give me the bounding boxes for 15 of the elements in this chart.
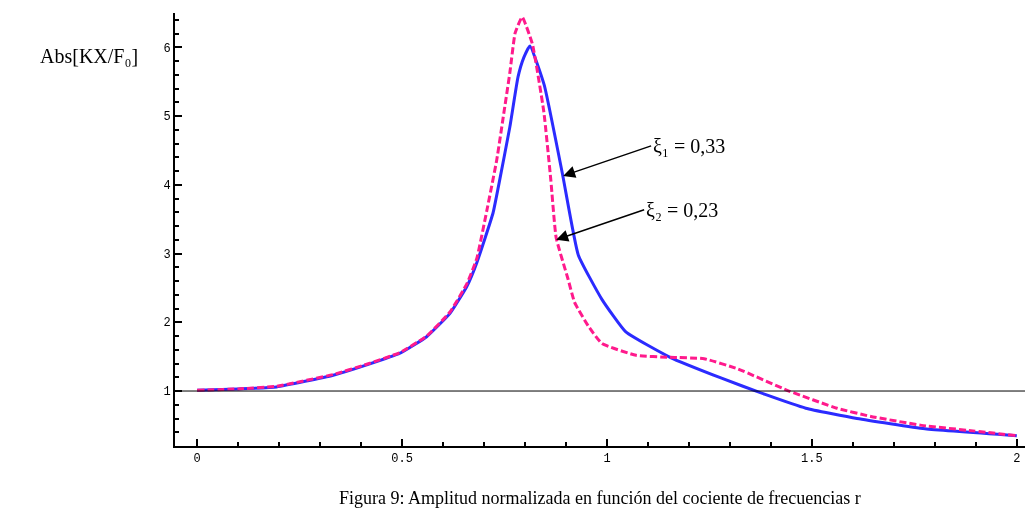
x-tick-label: 0 xyxy=(193,452,201,467)
y-tick-label: 4 xyxy=(163,179,171,194)
y-tick-label: 2 xyxy=(163,316,171,331)
x-tick-label: 1.5 xyxy=(801,452,823,467)
y-tick-label: 6 xyxy=(163,41,171,56)
annotation: ξ₁ = 0,33 xyxy=(653,135,726,157)
text: Figura 9: Amplitud normalizada en función del cociente de frecuencias r xyxy=(339,488,861,508)
x-tick-label: 1 xyxy=(603,452,611,467)
y-tick-label: 1 xyxy=(163,385,171,400)
y-tick-label: 3 xyxy=(163,247,171,262)
x-tick-label: 0.5 xyxy=(391,452,413,467)
x-tick-label: 2 xyxy=(1013,452,1021,467)
y-axis-title: Abs[KX/F₀] xyxy=(40,45,139,67)
y-tick-label: 5 xyxy=(163,110,171,125)
annotation: ξ₂ = 0,23 xyxy=(646,199,719,221)
